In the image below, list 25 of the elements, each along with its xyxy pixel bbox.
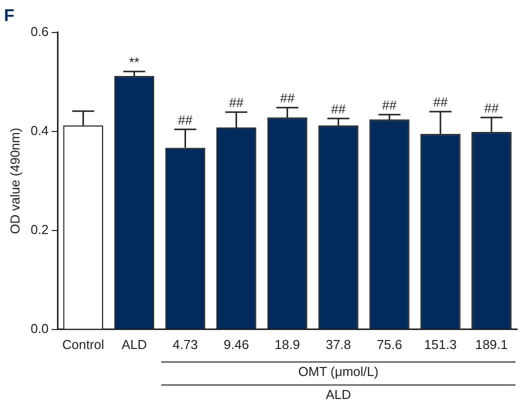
x-tick-label: 37.8: [326, 336, 352, 352]
text: ALD: [326, 387, 352, 402]
y-tick-label: 0.0: [30, 320, 49, 336]
x-tick-label: 9.46: [224, 336, 249, 352]
y-tick-label: 0.4: [30, 122, 49, 138]
y-tick-label: 0.6: [30, 24, 49, 39]
annotation: **: [129, 54, 140, 70]
annotation: ##: [280, 90, 296, 106]
y-tick-label: 0.2: [30, 222, 49, 237]
annotation: ##: [331, 102, 346, 117]
x-tick-label: 75.6: [376, 336, 402, 352]
x-tick-label: 4.73: [172, 336, 198, 352]
annotation: ##: [382, 98, 398, 113]
y-axis-title: OD value (490nm): [7, 128, 22, 234]
x-tick-label: 18.9: [274, 336, 300, 352]
annotation: ##: [178, 112, 194, 128]
chart-title: F: [4, 6, 14, 25]
x-tick-label: 189.1: [475, 336, 508, 352]
text: OMT (μmol/L): [298, 364, 378, 380]
annotation: ##: [433, 94, 448, 110]
x-tick-label: ALD: [122, 336, 147, 352]
x-tick-label: 151.3: [424, 336, 457, 352]
annotation: ##: [484, 100, 500, 116]
x-tick-label: Control: [62, 336, 104, 352]
annotation: ##: [229, 95, 244, 110]
